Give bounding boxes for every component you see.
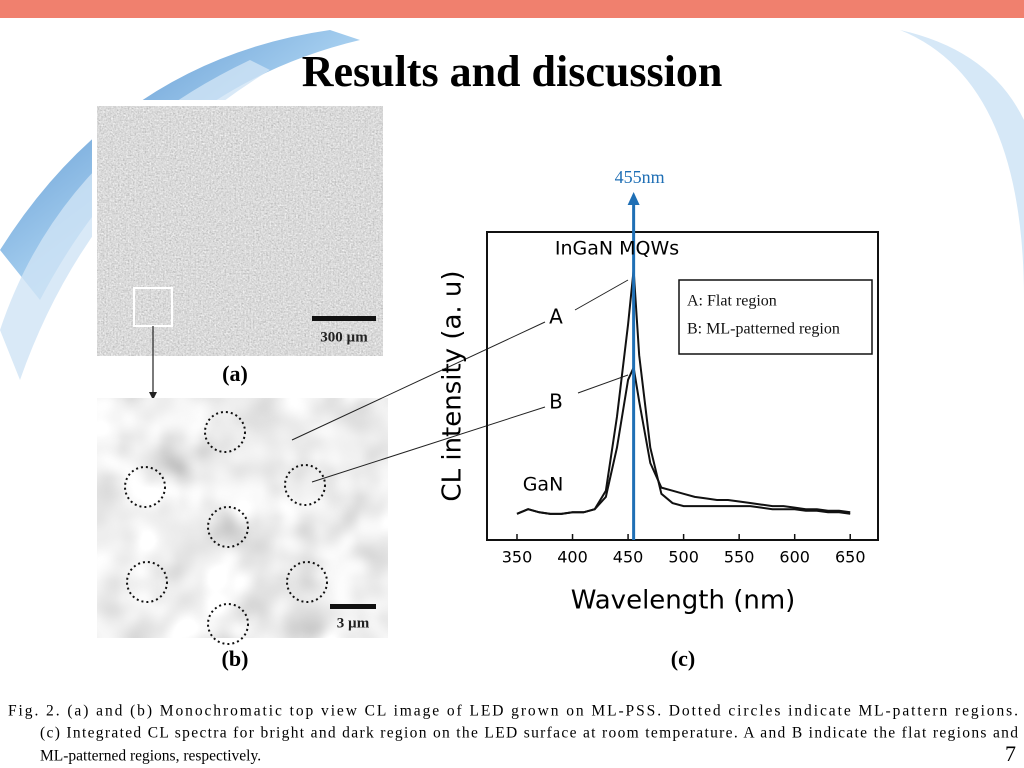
swoosh [0, 60, 270, 380]
page-number: 7 [1005, 741, 1016, 766]
x-tick-label: 500 [668, 548, 699, 567]
swoosh [900, 30, 1024, 300]
pattern-circles [124, 411, 328, 645]
panel-label: (b) [222, 646, 249, 671]
top-bar [0, 0, 1024, 18]
micrograph-a [97, 106, 383, 356]
leader [577, 374, 629, 394]
dotted-circle [126, 561, 168, 603]
caption-line: Fig. 2. (a) and (b) Monochromatic top vi… [8, 703, 1018, 720]
zoom-arrowhead [149, 392, 157, 400]
x-tick-label: 650 [835, 548, 866, 567]
micrograph-b [97, 398, 388, 638]
annotation: A [549, 305, 563, 329]
annotation: B [549, 390, 563, 414]
legend-entry: A: Flat region [687, 293, 777, 310]
panel-label: (c) [671, 646, 695, 671]
slide-title: Results and discussion [302, 47, 723, 96]
dotted-circle [286, 561, 328, 603]
y-axis-label: CL intensity (a. u) [438, 270, 468, 501]
leader [574, 279, 629, 311]
scale-label: 300 µm [320, 329, 368, 345]
annotation: InGaN MQWs [555, 238, 679, 260]
x-tick-label: 550 [724, 548, 755, 567]
series-line [516, 364, 851, 515]
scale-bar [330, 604, 376, 609]
annotation: GaN [523, 474, 564, 496]
scale-label: 3 µm [337, 615, 370, 631]
leader [291, 321, 546, 441]
dotted-circle [204, 411, 246, 453]
annotation: 455nm [615, 167, 665, 187]
plot-frame [486, 231, 879, 541]
x-tick-label: 350 [502, 548, 533, 567]
x-tick-label: 400 [557, 548, 588, 567]
x-tick-label: 600 [779, 548, 810, 567]
caption-line: (c) Integrated CL spectra for bright and… [40, 725, 1018, 742]
x-axis-label: Wavelength (nm) [571, 586, 796, 616]
panel-label: (a) [222, 361, 248, 386]
scale-bar [312, 316, 376, 321]
dotted-circle [284, 464, 326, 506]
dotted-circle [124, 466, 166, 508]
caption-line: ML-patterned regions, respectively. [40, 748, 261, 765]
leader [311, 406, 546, 483]
legend-box [678, 279, 873, 355]
legend-entry: B: ML-patterned region [687, 321, 840, 338]
dotted-circle [207, 603, 249, 645]
x-tick-label: 450 [613, 548, 644, 567]
marker-arrowhead [627, 192, 640, 205]
dotted-circle [207, 506, 249, 548]
